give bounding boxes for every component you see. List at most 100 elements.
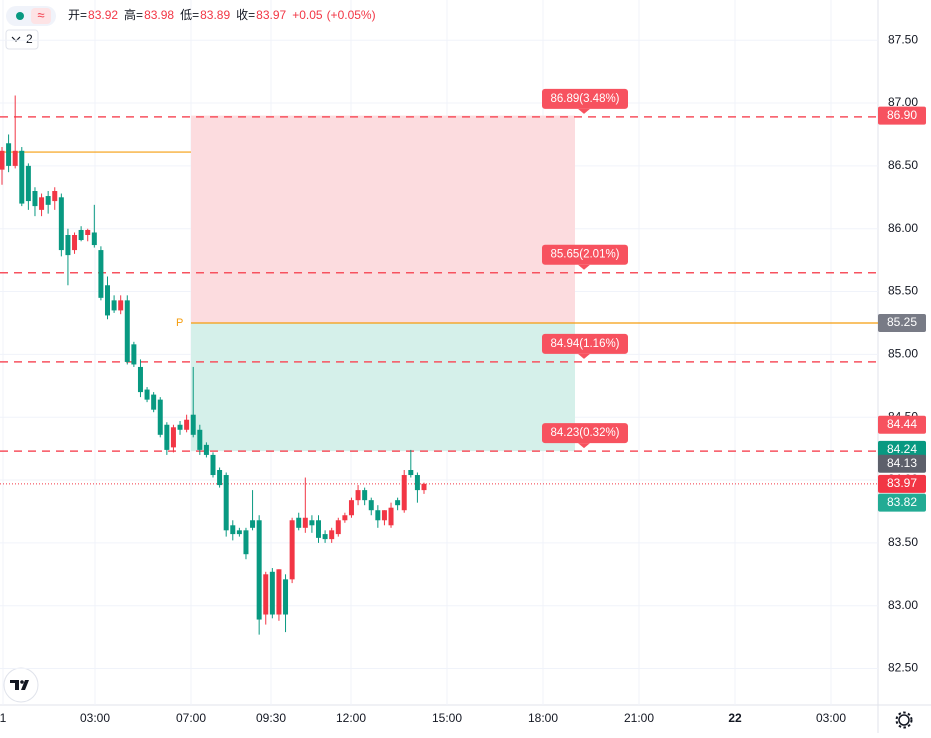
- candle-body: [111, 300, 117, 311]
- candle-body: [283, 579, 289, 615]
- status-dot: [16, 12, 24, 20]
- header-value: 83.97: [256, 8, 286, 22]
- candle-body: [151, 394, 157, 410]
- labels-layer: 开= 83.92 高= 83.98 低= 83.89 收= 83.97 +0.05 (+0.05%…: [0, 7, 926, 725]
- settings-gear[interactable]: [898, 714, 910, 726]
- header-icons[interactable]: ≈: [6, 6, 56, 26]
- price-label-box: [878, 415, 926, 434]
- candle-body: [131, 344, 137, 365]
- candle-body: [296, 517, 302, 528]
- candle-body: [91, 232, 97, 246]
- logo-mark: [10, 680, 29, 690]
- candle-body: [381, 510, 387, 521]
- candle-body: [157, 399, 163, 435]
- target-callout: [542, 423, 628, 444]
- x-tick-label: 22: [728, 711, 742, 725]
- candle-body: [118, 300, 124, 311]
- candle-body: [348, 500, 354, 516]
- candle-body: [250, 520, 256, 528]
- candle-body: [137, 366, 143, 393]
- y-tick-label: 86.50: [888, 158, 918, 172]
- candle-body: [78, 229, 84, 241]
- candle-body: [85, 229, 91, 235]
- callout-pointer: [578, 353, 590, 359]
- candle-body: [98, 250, 104, 298]
- candle-body: [335, 520, 341, 535]
- candle-body: [302, 517, 308, 528]
- target-label: 84.94(1.16%): [550, 338, 619, 350]
- candle-body: [210, 454, 216, 476]
- candle-body: [0, 150, 5, 170]
- candle-body: [25, 165, 31, 202]
- profit-zone: [191, 115, 575, 323]
- candle-body: [32, 191, 38, 207]
- indicator-count: 2: [26, 32, 33, 46]
- candles-layer: [0, 95, 427, 635]
- zones-layer: [191, 115, 575, 452]
- candle-body: [124, 300, 130, 362]
- x-tick-label: 09:30: [256, 711, 286, 725]
- candle-body: [177, 424, 183, 430]
- y-tick-label: 85.00: [888, 347, 918, 361]
- price-label: 85.25: [887, 315, 917, 329]
- candle-body: [203, 444, 209, 455]
- candle-body: [19, 150, 25, 204]
- candle-body: [45, 196, 51, 205]
- candle-body: [12, 150, 18, 166]
- y-tick-label: 82.50: [888, 661, 918, 675]
- header-change: +0.05: [292, 8, 323, 22]
- candle-body: [316, 520, 321, 538]
- x-tick-label: 15:00: [432, 711, 462, 725]
- header-value: 83.89: [200, 8, 230, 22]
- candle-body: [388, 507, 394, 526]
- candle-body: [342, 515, 348, 521]
- entry-label: P: [176, 317, 183, 329]
- y-tick-label: 87.50: [888, 32, 918, 46]
- candle-body: [276, 569, 282, 615]
- loss-zone: [191, 322, 575, 452]
- target-callout: [542, 244, 628, 265]
- candle-body: [144, 389, 150, 400]
- header-value: 83.98: [144, 8, 174, 22]
- candle-body: [170, 427, 176, 448]
- lines-layer: [0, 116, 878, 485]
- candle-body: [362, 490, 368, 501]
- price-label-box: [878, 474, 926, 493]
- x-tick-label: 07:00: [176, 711, 206, 725]
- data-icon-glyph: ≈: [37, 7, 44, 22]
- candle-body: [355, 490, 361, 501]
- price-label: 84.44: [887, 417, 917, 431]
- header-label: 开=: [68, 8, 87, 22]
- x-tick-label: 18:00: [528, 711, 558, 725]
- price-label-box: [878, 440, 926, 459]
- candle-body: [243, 530, 249, 555]
- candle-body: [322, 534, 328, 540]
- indicator-toggle[interactable]: 2: [5, 29, 39, 50]
- candle-body: [184, 419, 190, 430]
- x-tick-label: 12:00: [336, 711, 366, 725]
- candle-body: [368, 500, 374, 511]
- callout-pointer: [578, 443, 590, 449]
- candle-body: [408, 470, 414, 476]
- target-label: 85.65(2.01%): [550, 249, 619, 261]
- candle-body: [329, 530, 335, 540]
- candle-body: [236, 530, 242, 535]
- candle-body: [256, 520, 262, 620]
- toggle-button[interactable]: [5, 29, 39, 50]
- data-icon: [31, 8, 51, 24]
- candle-body: [414, 475, 420, 491]
- candle-body: [39, 197, 45, 210]
- y-tick-label: 85.50: [888, 284, 918, 298]
- header-label: 低=: [180, 8, 199, 22]
- candle-body: [65, 235, 71, 256]
- price-label-box: [878, 493, 926, 512]
- y-tick-label: 86.00: [888, 221, 918, 235]
- header-change-pct: (+0.05%): [327, 8, 376, 22]
- candle-body: [395, 500, 401, 506]
- settings[interactable]: [895, 711, 913, 729]
- candle-body: [263, 574, 269, 615]
- candle-body: [223, 475, 229, 531]
- candle-body: [197, 429, 203, 450]
- candle-body: [309, 520, 315, 526]
